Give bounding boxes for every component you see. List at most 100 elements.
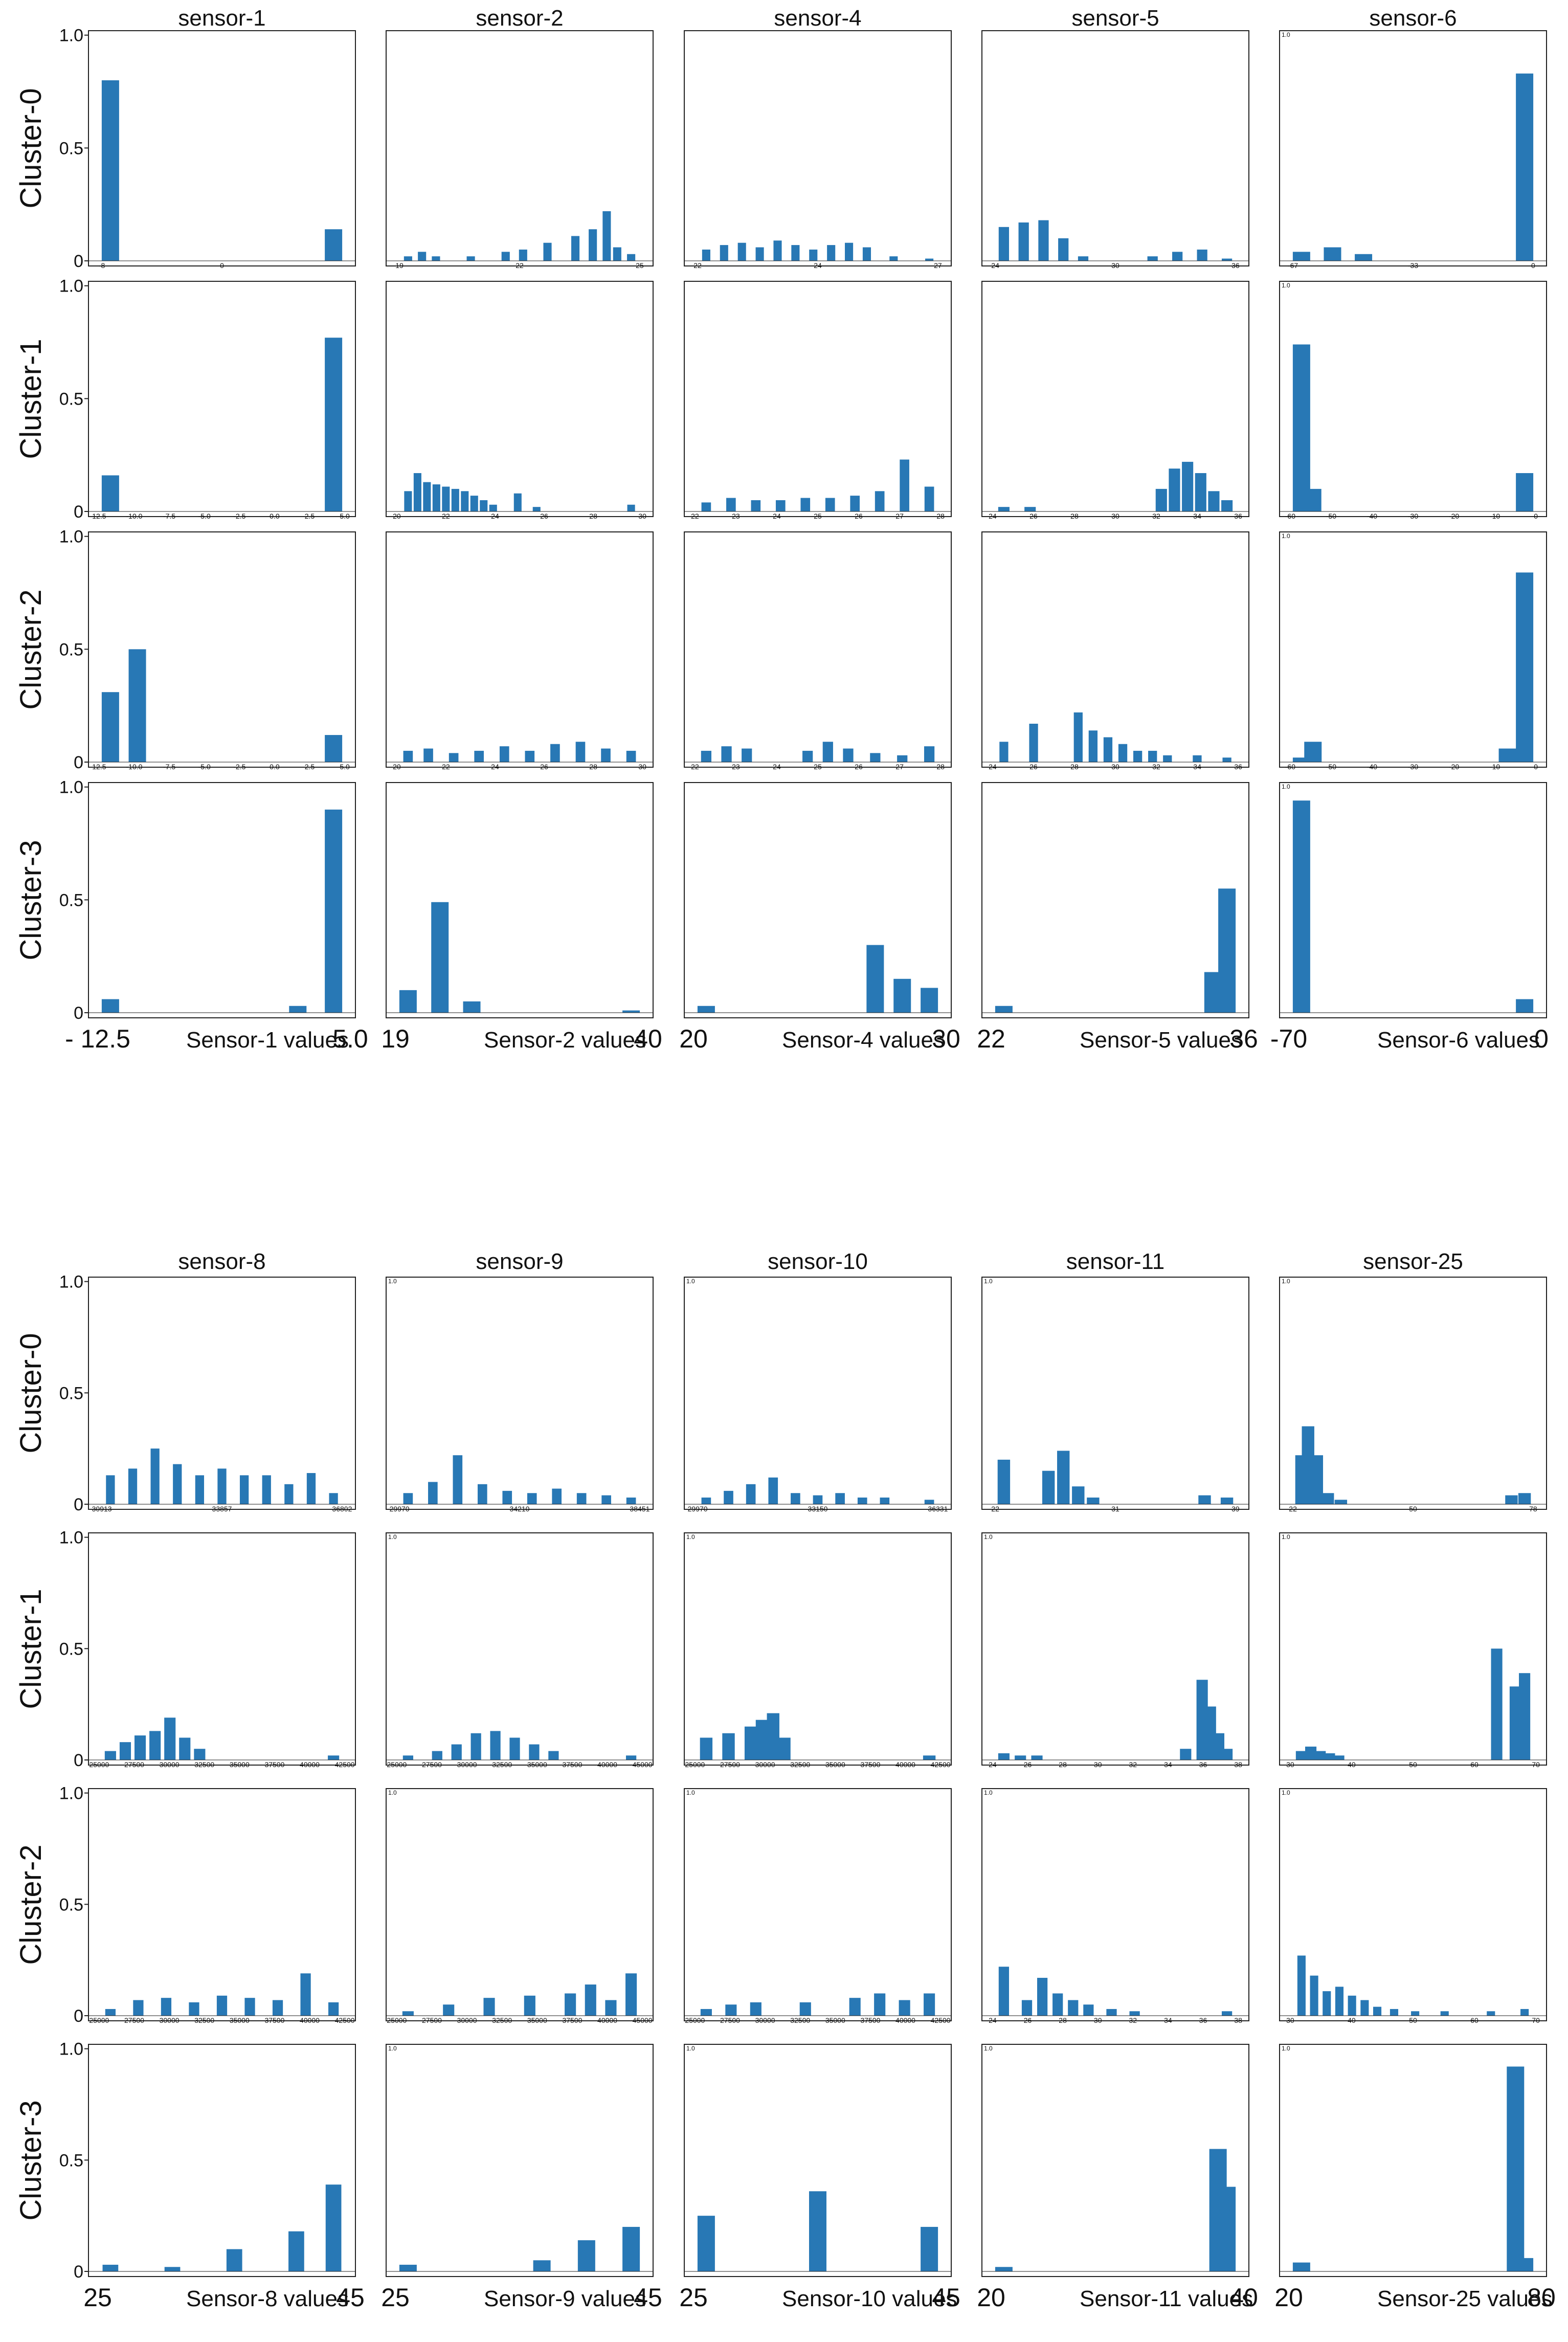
x-tick-label: 60 <box>1470 1760 1479 1769</box>
histogram-panel: 1.0 30 40 50 60 70 <box>1279 1788 1547 2024</box>
x-tick-label: 33857 <box>212 1505 232 1513</box>
panel-frame <box>1279 1532 1547 1766</box>
x-tick-label: 32500 <box>194 1760 214 1769</box>
panel-frame <box>684 281 952 517</box>
histogram-bar <box>577 2240 595 2271</box>
histogram-bar <box>627 504 635 511</box>
x-tick-label: 26 <box>855 763 863 771</box>
histogram-bar <box>1222 757 1231 762</box>
histogram-bar <box>1505 1495 1518 1504</box>
histogram-panel: 1.0 25000 27500 30000 32500 35000 37500 40000 42… <box>684 1532 952 1769</box>
histogram-bar <box>862 247 871 261</box>
y-tick-label: 1.0 <box>1282 532 1290 540</box>
x-tick-label: 40000 <box>597 1760 617 1769</box>
x-tick-label: 37500 <box>264 1760 284 1769</box>
x-tick-label: 22 <box>991 1505 999 1513</box>
x-tick-label: -2.5 <box>233 512 245 520</box>
x-tick-label: 12.5 <box>92 763 106 771</box>
histogram-bar <box>1195 473 1206 511</box>
histogram-bar <box>923 1755 936 1760</box>
x-tick-label: 42500 <box>335 2016 355 2024</box>
histogram-bar <box>1172 252 1183 261</box>
x-tick-label: 37500 <box>562 2016 582 2024</box>
x-tick-label: -7.5 <box>163 763 175 771</box>
histogram-bar <box>1208 491 1220 511</box>
x-tick-label: 24 <box>491 512 499 520</box>
histogram-bar <box>483 1998 495 2016</box>
x-tick-label: 35000 <box>230 1760 250 1769</box>
x-tick-label: 28 <box>1070 512 1079 520</box>
column-title: sensor-11 <box>1066 1249 1164 1274</box>
x-tick-label: 40000 <box>597 2016 617 2024</box>
x-tick-label: 24 <box>989 1760 997 1769</box>
histogram-bar <box>532 507 541 511</box>
column-title: sensor-5 <box>1071 6 1159 31</box>
histogram-bar <box>1015 1755 1026 1760</box>
x-tick-label: 45 <box>336 2283 365 2312</box>
x-tick-label: -5.0 <box>198 512 211 520</box>
histogram-bar <box>527 1493 537 1504</box>
histogram-bar <box>1058 238 1069 261</box>
panel-frame <box>1279 2044 1547 2277</box>
histogram-bar <box>1163 755 1172 762</box>
row-label: Cluster-2 <box>14 589 48 709</box>
x-tick-label: -10 <box>1490 512 1500 520</box>
x-tick-label: -67 <box>1288 261 1298 270</box>
histogram-bar <box>809 249 818 261</box>
panel-frame <box>981 1277 1249 1510</box>
histogram-bar <box>1221 2011 1233 2016</box>
histogram-bar <box>453 1455 463 1504</box>
x-tick-label: 28 <box>1059 2016 1067 2024</box>
histogram-bar <box>627 254 636 261</box>
histogram-bar <box>529 1744 540 1760</box>
x-axis-label: Sensor-9 values <box>484 2286 646 2311</box>
x-tick-label: 19 <box>381 1024 410 1053</box>
row-label: Cluster-0 <box>14 1333 48 1453</box>
x-tick-label: 25 <box>83 2283 112 2312</box>
histogram-bar <box>802 750 813 762</box>
y-tick-label: 0.5 <box>59 139 83 158</box>
histogram-bar <box>924 486 934 511</box>
y-tick-label: 1.0 <box>388 1278 397 1285</box>
histogram-bar <box>1180 1749 1192 1760</box>
histogram-bar <box>799 2002 811 2016</box>
histogram-bar <box>325 809 343 1013</box>
column-title: sensor-10 <box>768 1249 868 1274</box>
x-tick-label: 28 <box>589 512 597 520</box>
histogram-bar <box>499 746 509 762</box>
histogram-bar <box>325 229 343 261</box>
x-tick-label: 28 <box>1070 763 1079 771</box>
y-tick-label: 0.5 <box>59 1895 83 1914</box>
histogram-bar <box>519 249 527 261</box>
y-tick-label: 1.0 <box>1282 31 1290 38</box>
x-axis-label: Sensor-2 values <box>484 1028 646 1053</box>
x-tick-label: 23 <box>732 512 740 520</box>
histogram-bar <box>525 750 535 762</box>
y-tick-label: 0 <box>74 2262 83 2282</box>
histogram-bar <box>1516 999 1534 1013</box>
histogram-bar <box>442 486 450 511</box>
panel-frame <box>386 531 654 768</box>
histogram-panel: 20 22 24 26 28 30 <box>386 281 654 520</box>
x-tick-label: 37500 <box>264 2016 284 2024</box>
histogram-bar <box>725 2004 737 2016</box>
x-tick-label: -40 <box>1367 512 1377 520</box>
histogram-bar <box>742 748 752 762</box>
panel-frame <box>88 1532 356 1766</box>
histogram-bar <box>133 2000 144 2016</box>
histogram-bar <box>101 475 119 511</box>
histogram-bar <box>925 258 934 261</box>
x-tick-label: 22 <box>1289 1505 1297 1513</box>
histogram-bar <box>128 649 146 762</box>
histogram-bar <box>1103 737 1113 762</box>
histogram-bar <box>622 1010 640 1013</box>
histogram-bar <box>1390 2009 1399 2016</box>
x-tick-label: -2.5 <box>233 763 245 771</box>
x-tick-label: 22 <box>977 1024 1005 1053</box>
histogram-bar <box>924 1993 935 2016</box>
x-tick-label: 45 <box>932 2283 960 2312</box>
histogram-bar <box>1314 1751 1326 1760</box>
row-label: Cluster-2 <box>14 1844 48 1965</box>
